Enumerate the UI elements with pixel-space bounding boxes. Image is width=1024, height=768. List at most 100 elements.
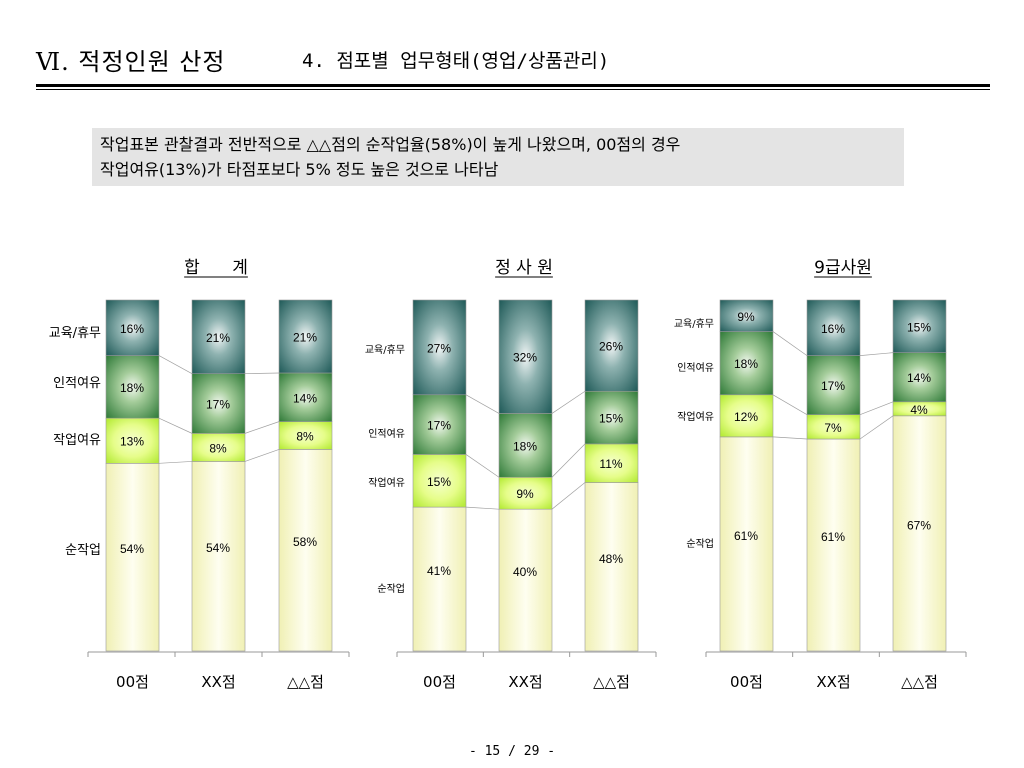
series-connector xyxy=(465,394,500,414)
category-label: △△점 xyxy=(593,673,630,691)
data-label: 18% xyxy=(120,381,144,395)
data-label: 58% xyxy=(293,535,317,549)
header-rule-thin xyxy=(36,89,990,90)
data-label: 48% xyxy=(599,552,623,566)
data-label: 21% xyxy=(293,330,317,344)
series-connector xyxy=(772,436,808,440)
chart-title: 정 사 원 xyxy=(495,258,553,278)
series-label: 작업여유 xyxy=(53,433,101,448)
data-label: 27% xyxy=(427,341,451,355)
data-label: 54% xyxy=(120,542,144,556)
series-connector xyxy=(772,331,808,356)
data-label: 18% xyxy=(513,439,537,453)
bar-segment xyxy=(498,299,553,414)
series-connector xyxy=(772,394,808,415)
series-connector xyxy=(244,449,280,462)
category-label: XX점 xyxy=(201,673,235,691)
bar-segment xyxy=(412,394,467,455)
data-label: 21% xyxy=(206,331,230,345)
data-label: 16% xyxy=(821,322,845,336)
data-label: 9% xyxy=(516,487,534,501)
category-label: XX점 xyxy=(816,673,850,691)
bar-segment xyxy=(498,413,553,478)
bar-segment xyxy=(105,355,160,419)
data-label: 8% xyxy=(296,430,314,444)
data-label: 4% xyxy=(910,403,928,417)
bar-segment xyxy=(191,373,246,434)
page-number: - 15 / 29 - xyxy=(468,744,556,759)
data-label: 61% xyxy=(734,529,758,543)
category-label: 00점 xyxy=(730,673,763,691)
data-label: 67% xyxy=(907,518,931,532)
data-label: 15% xyxy=(427,475,451,489)
series-label: 작업여유 xyxy=(677,410,714,423)
data-label: 17% xyxy=(427,419,451,433)
bar-segment xyxy=(806,438,861,652)
data-label: 8% xyxy=(209,441,227,455)
series-label: 교육/휴무 xyxy=(365,344,405,356)
bar-segment xyxy=(191,433,246,462)
series-label: 인적여유 xyxy=(368,428,405,440)
series-label: 순작업 xyxy=(377,582,405,595)
data-label: 16% xyxy=(120,322,144,336)
bar-segment xyxy=(191,461,246,652)
data-label: 61% xyxy=(821,530,845,544)
series-connector xyxy=(465,506,500,510)
summary-box: 작업표본 관찰결과 전반적으로 △△점의 순작업율(58%)이 높게 나왔으며,… xyxy=(92,128,904,186)
series-label: 인적여유 xyxy=(677,362,714,374)
data-label: 54% xyxy=(206,541,230,555)
bar-segment xyxy=(719,394,774,438)
data-label: 40% xyxy=(513,565,537,579)
data-label: 7% xyxy=(824,421,842,435)
data-label: 17% xyxy=(206,398,230,412)
data-label: 41% xyxy=(427,564,451,578)
data-label: 32% xyxy=(513,351,537,365)
bar-segment xyxy=(892,299,947,353)
category-label: 00점 xyxy=(116,673,149,691)
stacked-bar-charts: 합 계 54% 13% 18% 16% 00점 54% 8% 17% 21% XX점 58% 8% 14%… xyxy=(49,258,967,691)
bar-segment xyxy=(105,417,160,464)
data-label: 15% xyxy=(907,320,931,334)
chart-title: 합 계 xyxy=(184,258,248,278)
data-label: 14% xyxy=(907,371,931,385)
bar-segment xyxy=(892,415,947,652)
bar-segment xyxy=(584,482,639,652)
bar-segment xyxy=(278,421,333,450)
data-label: 13% xyxy=(120,435,144,449)
data-label: 17% xyxy=(821,379,845,393)
series-connector xyxy=(859,352,894,356)
category-label: XX점 xyxy=(508,673,542,691)
summary-line-1: 작업표본 관찰결과 전반적으로 △△점의 순작업율(58%)이 높게 나왔으며,… xyxy=(100,135,681,154)
bar-segment xyxy=(806,299,861,356)
data-label: 12% xyxy=(734,410,758,424)
series-label: 순작업 xyxy=(65,543,101,558)
data-label: 18% xyxy=(734,357,758,371)
series-connector xyxy=(244,372,280,375)
bar-segment xyxy=(719,299,774,332)
bar-segment xyxy=(105,299,160,356)
section-title: Ⅵ. 적정인원 산정 xyxy=(36,48,226,76)
bar-segment xyxy=(719,331,774,396)
header-rule-thick xyxy=(36,84,990,87)
bar-segment xyxy=(412,454,467,508)
chart-title: 9급사원 xyxy=(814,258,872,278)
series-connector xyxy=(551,390,586,414)
data-label: 14% xyxy=(293,391,317,405)
bar-segment xyxy=(584,299,639,392)
series-connector xyxy=(551,482,586,510)
series-label: 교육/휴무 xyxy=(49,326,101,341)
data-label: 15% xyxy=(599,412,623,426)
series-connector xyxy=(859,401,894,416)
series-connector xyxy=(158,461,193,464)
series-connector xyxy=(859,415,894,440)
bar-segment xyxy=(806,355,861,415)
series-connector xyxy=(158,355,193,375)
section-subtitle: 4. 점포별 업무형태(영업/상품관리) xyxy=(302,50,610,72)
bar-segment xyxy=(278,449,333,652)
series-label: 순작업 xyxy=(686,537,714,550)
series-label: 인적여유 xyxy=(53,376,101,391)
series-connector xyxy=(244,421,280,434)
category-label: 00점 xyxy=(423,673,456,691)
series-label: 교육/휴무 xyxy=(674,318,714,330)
series-label: 작업여유 xyxy=(368,476,405,489)
